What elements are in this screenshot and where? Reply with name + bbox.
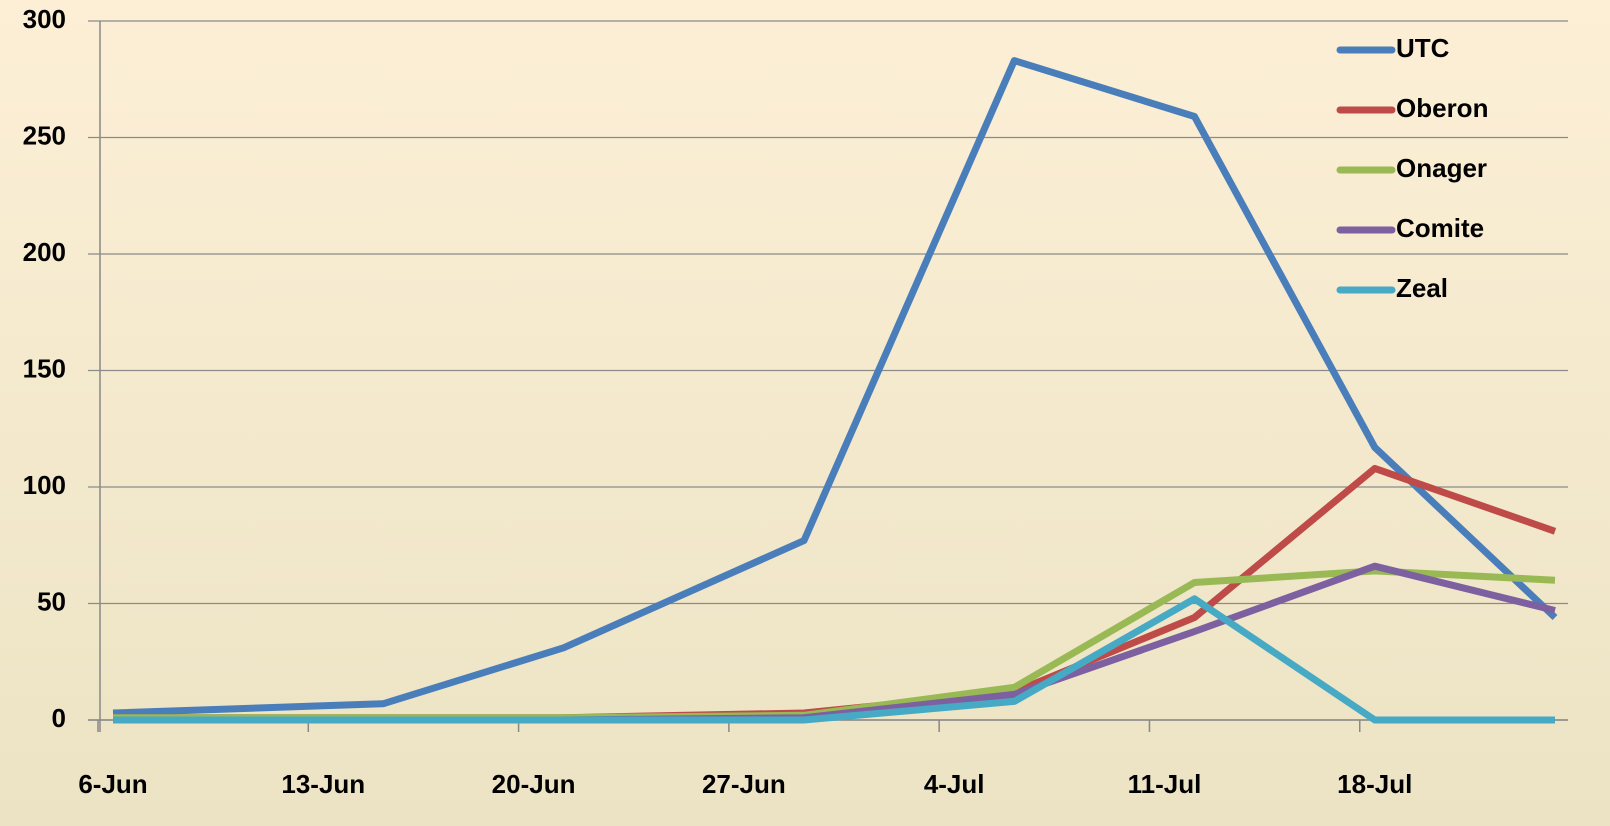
legend-label: Zeal: [1396, 273, 1448, 303]
y-tick-label: 250: [23, 120, 66, 150]
legend-label: Onager: [1396, 153, 1487, 183]
x-tick-label: 18-Jul: [1337, 769, 1412, 799]
series-line: [113, 464, 1557, 722]
x-tick-label: 13-Jun: [281, 769, 365, 799]
legend-label: UTC: [1396, 33, 1450, 63]
y-tick-label: 200: [23, 237, 66, 267]
x-tick-label: 4-Jul: [924, 769, 985, 799]
y-tick-label: 300: [23, 4, 66, 34]
x-tick-label: 20-Jun: [492, 769, 576, 799]
x-tick-label: 11-Jul: [1128, 769, 1202, 799]
y-tick-label: 50: [37, 586, 66, 616]
legend-label: Comite: [1396, 213, 1484, 243]
x-tick-label: 27-Jun: [702, 769, 786, 799]
series-line: [112, 57, 1558, 717]
y-tick-label: 0: [52, 703, 66, 733]
x-tick-label: 6-Jun: [78, 769, 147, 799]
y-tick-label: 100: [23, 470, 66, 500]
legend-label: Oberon: [1396, 93, 1488, 123]
series-line: [113, 595, 1555, 724]
y-tick-label: 150: [23, 353, 66, 383]
